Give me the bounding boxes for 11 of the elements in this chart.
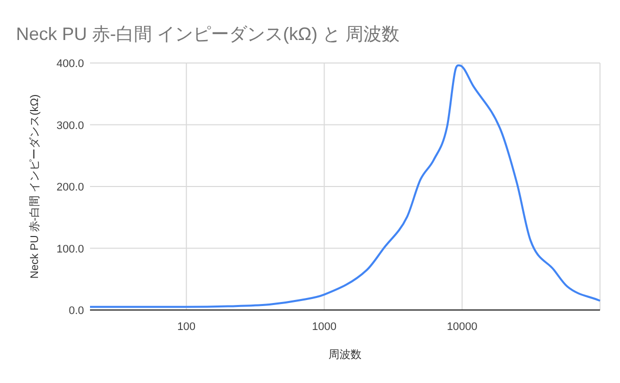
x-tick-label: 100 (177, 321, 196, 333)
chart-title: Neck PU 赤-白間 インピーダンス(kΩ) と 周波数 (16, 24, 400, 44)
y-axis-title: Neck PU 赤-白間 インピーダンス(kΩ) (28, 94, 41, 279)
x-tick-label: 10000 (446, 321, 478, 333)
y-tick-label: 300.0 (56, 120, 84, 132)
y-tick-label: 0.0 (68, 305, 84, 317)
x-tick-label: 1000 (312, 321, 336, 333)
y-tick-label: 400.0 (56, 58, 84, 70)
y-tick-label: 200.0 (56, 182, 84, 194)
y-tick-label: 100.0 (56, 243, 84, 256)
x-axis-title: 周波数 (328, 348, 362, 361)
